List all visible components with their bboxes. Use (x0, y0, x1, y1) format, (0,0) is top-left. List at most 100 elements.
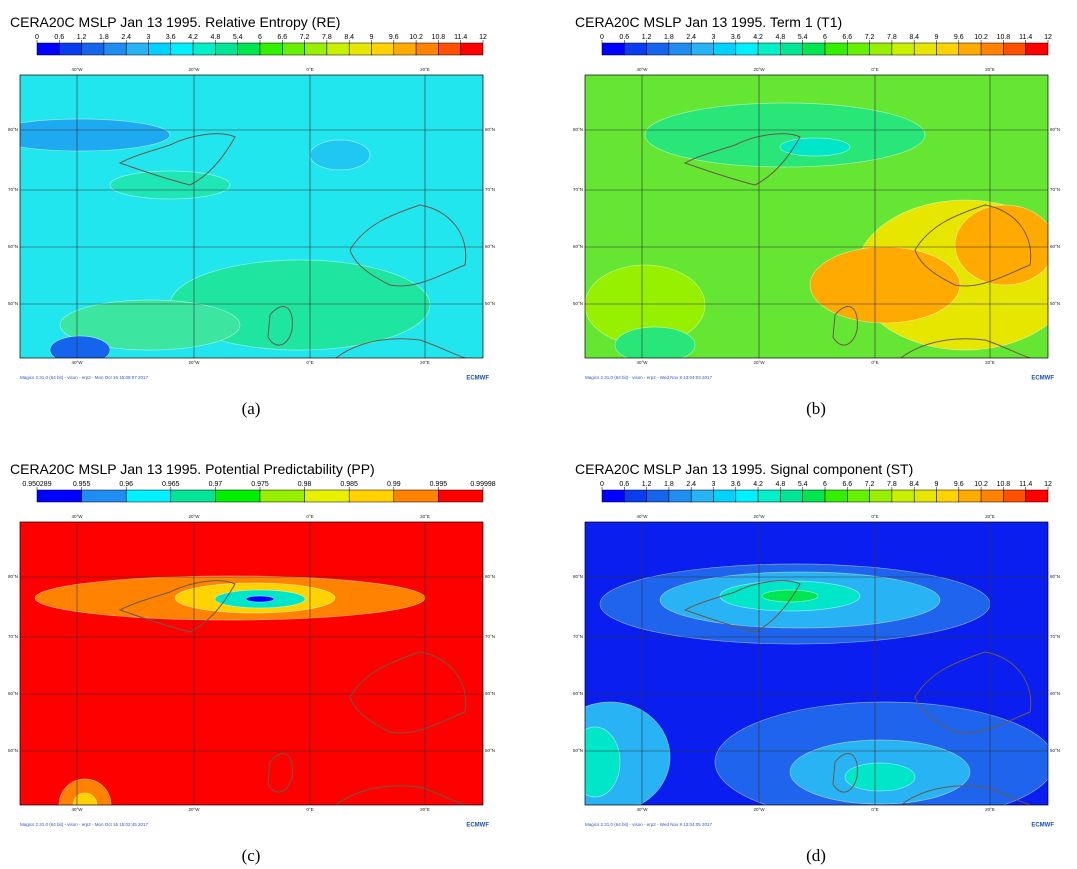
colorbar-box (624, 43, 646, 55)
caption: (a) (242, 399, 261, 418)
lon-label: 40°W (636, 360, 648, 365)
colorbar-box (149, 43, 171, 55)
logo: ECMWF (1031, 823, 1054, 829)
colorbar-label: 3 (147, 34, 151, 41)
colorbar-label: 9 (935, 481, 939, 488)
lat-label: 70°N (485, 634, 495, 639)
colorbar-label: 10.8 (997, 34, 1011, 41)
colorbar-box (892, 490, 914, 502)
colorbar-label: 1.2 (642, 481, 652, 488)
lat-label: 70°N (573, 634, 583, 639)
colorbar-label: 0.955 (73, 481, 91, 488)
colorbar-label: 10.2 (409, 34, 423, 41)
colorbar-label: 11.4 (1019, 34, 1032, 41)
colorbar-label: 12 (1044, 34, 1052, 41)
field-base (20, 522, 483, 805)
colorbar-box (691, 490, 713, 502)
colorbar-box (438, 490, 483, 502)
colorbar-box (260, 43, 282, 55)
colorbar-label: 10.2 (974, 34, 988, 41)
colorbar-label: 1.2 (642, 34, 652, 41)
field-contour (570, 727, 620, 797)
colorbar-label: 9 (935, 34, 939, 41)
colorbar-label: 6.6 (842, 34, 852, 41)
footer: Magics 2.31.0 (64 bit) - vison - erp2 - … (20, 822, 149, 827)
colorbar-label: 9.6 (954, 481, 964, 488)
colorbar-label: 7.2 (865, 34, 875, 41)
lat-label: 70°N (1050, 634, 1060, 639)
colorbar-box (59, 43, 81, 55)
lat-label: 50°N (1050, 301, 1060, 306)
colorbar-box (669, 490, 691, 502)
field-contour (310, 140, 370, 170)
colorbar-box (37, 43, 59, 55)
lon-label: 40°W (71, 67, 83, 72)
colorbar-box (260, 490, 305, 502)
colorbar-box (803, 490, 825, 502)
colorbar-box (1003, 43, 1025, 55)
caption: (b) (806, 399, 826, 418)
lon-label: 0°E (871, 360, 878, 365)
panel: CERA20C MSLP Jan 13 1995. Relative Entro… (0, 14, 495, 418)
panel: CERA20C MSLP Jan 13 1995. Signal compone… (550, 461, 1060, 865)
colorbar-box (847, 43, 869, 55)
colorbar-box (624, 490, 646, 502)
colorbar-box (416, 43, 438, 55)
colorbar-label: 7.2 (300, 34, 310, 41)
lon-label: 0°E (871, 67, 878, 72)
colorbar-box (780, 43, 802, 55)
colorbar-box (847, 490, 869, 502)
colorbar-box (193, 43, 215, 55)
colorbar-label: 5.4 (798, 481, 808, 488)
colorbar-label: 3.6 (166, 34, 176, 41)
lon-label: 0°E (871, 514, 878, 519)
field (550, 522, 1055, 822)
lon-label: 20°E (420, 67, 430, 72)
colorbar-box (758, 490, 780, 502)
colorbar-label: 7.8 (887, 481, 897, 488)
lat-label: 70°N (485, 187, 495, 192)
lat-label: 70°N (8, 187, 18, 192)
colorbar-box (461, 43, 483, 55)
colorbar-label: 10.8 (432, 34, 446, 41)
lon-label: 20°E (420, 514, 430, 519)
colorbar-label: 6 (823, 481, 827, 488)
colorbar-label: 4.2 (188, 34, 198, 41)
colorbar-label: 0.985 (340, 481, 358, 488)
lon-label: 20°W (188, 360, 200, 365)
lat-label: 80°N (485, 127, 495, 132)
colorbar-label: 5.4 (798, 34, 808, 41)
field-contour (845, 763, 915, 791)
colorbar-box (691, 43, 713, 55)
colorbar-label: 0.6 (54, 34, 64, 41)
lat-label: 60°N (573, 691, 583, 696)
colorbar-label: 2.4 (686, 34, 696, 41)
lon-label: 40°W (71, 514, 83, 519)
colorbar-box (602, 490, 624, 502)
lat-label: 70°N (573, 187, 583, 192)
footer: Magics 2.31.0 (64 bit) - vison - erp2 - … (585, 822, 712, 827)
lon-label: 40°W (71, 807, 83, 812)
panel: CERA20C MSLP Jan 13 1995. Potential Pred… (8, 461, 496, 865)
colorbar-box (37, 490, 82, 502)
lat-label: 60°N (8, 244, 18, 249)
lon-label: 20°W (753, 360, 765, 365)
colorbar-box (372, 43, 394, 55)
field (20, 522, 483, 831)
colorbar-label: 5.4 (233, 34, 243, 41)
colorbar-label: 1.8 (664, 34, 674, 41)
colorbar-label: 3 (712, 34, 716, 41)
lon-label: 40°W (636, 67, 648, 72)
lon-label: 20°E (985, 514, 995, 519)
lat-label: 50°N (485, 748, 495, 753)
colorbar-label: 7.8 (322, 34, 332, 41)
panel-title: CERA20C MSLP Jan 13 1995. Signal compone… (575, 461, 913, 477)
field-contour (615, 327, 695, 363)
colorbar-label: 8.4 (344, 34, 354, 41)
colorbar-box (870, 43, 892, 55)
colorbar-box (803, 43, 825, 55)
colorbar-label: 1.2 (77, 34, 87, 41)
logo: ECMWF (1031, 376, 1054, 382)
